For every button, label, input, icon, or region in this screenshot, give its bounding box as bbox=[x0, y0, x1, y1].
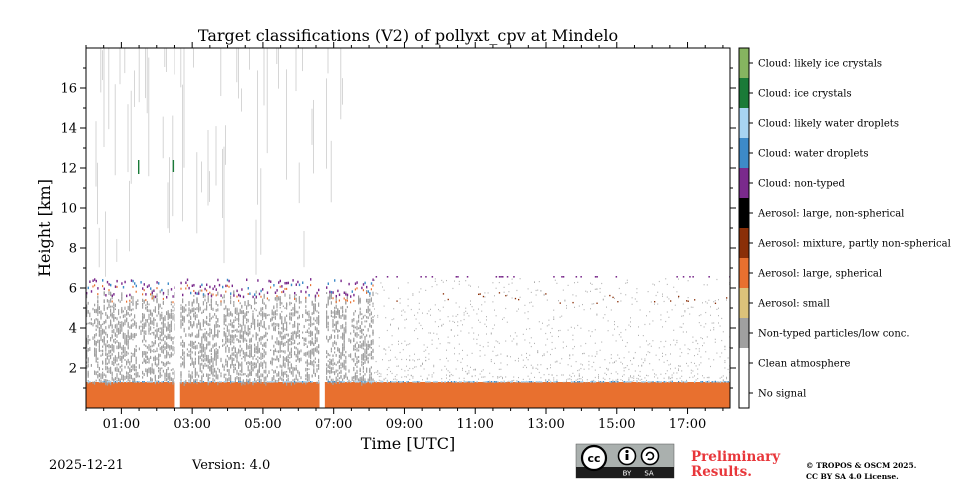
colorbar-label: Aerosol: mixture, partly non-spherical bbox=[757, 239, 951, 250]
y-axis: 2 4 6 8 10 12 14 16 bbox=[60, 67, 736, 389]
y-tick-label: 6 bbox=[69, 282, 77, 297]
colorbar-segment bbox=[739, 168, 749, 198]
svg-text:SA: SA bbox=[644, 470, 654, 478]
colorbar-label: Cloud: water droplets bbox=[758, 149, 869, 160]
colorbar-segment bbox=[739, 378, 749, 408]
x-tick-label: 07:00 bbox=[315, 417, 352, 432]
colorbar-label: Non-typed particles/low conc. bbox=[758, 329, 910, 340]
colorbar-segment bbox=[739, 258, 749, 288]
x-tick-label: 11:00 bbox=[456, 417, 493, 432]
x-tick-label: 13:00 bbox=[527, 417, 564, 432]
chart-title: Target classifications (V2) of pollyxt_c… bbox=[198, 26, 618, 45]
colorbar-label: Clean atmosphere bbox=[758, 359, 851, 370]
y-tick-label: 12 bbox=[60, 162, 77, 177]
colorbar-label: Cloud: non-typed bbox=[758, 179, 846, 190]
colorbar-label: Cloud: ice crystals bbox=[758, 89, 852, 100]
svg-text:BY: BY bbox=[623, 470, 632, 478]
version-label: Version: 4.0 bbox=[192, 458, 271, 473]
date-label: 2025-12-21 bbox=[49, 458, 124, 473]
y-tick-label: 4 bbox=[69, 322, 77, 337]
preliminary-line-2: Results. bbox=[691, 464, 752, 480]
y-tick-label: 14 bbox=[60, 122, 77, 137]
colorbar-segment bbox=[739, 198, 749, 228]
colorbar-label: Aerosol: large, non-spherical bbox=[757, 209, 904, 220]
share-alike-icon bbox=[640, 446, 660, 466]
x-tick-label: 03:00 bbox=[173, 417, 210, 432]
colorbar-segment bbox=[739, 78, 749, 108]
colorbar-segment bbox=[739, 108, 749, 138]
colorbar-label: No signal bbox=[758, 389, 806, 400]
y-tick-label: 10 bbox=[60, 202, 77, 217]
colorbar-segment bbox=[739, 138, 749, 168]
y-tick-label: 8 bbox=[69, 242, 77, 257]
colorbar-label: Cloud: likely ice crystals bbox=[758, 59, 882, 70]
cc-icon bbox=[580, 444, 608, 472]
x-tick-label: 05:00 bbox=[244, 417, 281, 432]
copyright-line-2: CC BY SA 4.0 License. bbox=[806, 472, 899, 481]
colorbar-label: Aerosol: large, spherical bbox=[757, 269, 882, 280]
boundary-layer-region bbox=[86, 382, 730, 408]
x-axis-label: Time [UTC] bbox=[361, 434, 455, 453]
svg-text:cc: cc bbox=[587, 452, 600, 465]
ice-crystal-mark bbox=[172, 160, 175, 172]
copyright-notice: © TROPOS & OSCM 2025. CC BY SA 4.0 Licen… bbox=[806, 460, 916, 482]
ice-crystal-mark bbox=[138, 160, 140, 174]
x-tick-label: 01:00 bbox=[103, 417, 140, 432]
no-data-gap bbox=[319, 48, 325, 408]
colorbar-label: Aerosol: small bbox=[757, 299, 830, 310]
particle-columns bbox=[86, 48, 730, 386]
no-data-gap bbox=[174, 48, 180, 408]
x-tick-label: 17:00 bbox=[669, 417, 706, 432]
x-axis: 01:00 03:00 05:00 07:00 09:00 11:00 13:00 15:00… bbox=[85, 42, 724, 432]
y-axis-label: Height [km] bbox=[35, 179, 54, 277]
x-tick-label: 09:00 bbox=[386, 417, 423, 432]
colorbar-segment bbox=[739, 318, 749, 348]
copyright-line-1: © TROPOS & OSCM 2025. bbox=[806, 461, 917, 470]
colorbar-segment bbox=[739, 288, 749, 318]
colorbar-label: Cloud: likely water droplets bbox=[758, 119, 899, 130]
preliminary-line-1: Preliminary bbox=[691, 449, 781, 465]
classification-data bbox=[86, 48, 730, 408]
class-colorbar: No signal Clean atmosphere Non-typed parti… bbox=[738, 47, 951, 409]
preliminary-notice: Preliminary Results. bbox=[691, 450, 780, 480]
colorbar-segment bbox=[739, 348, 749, 378]
colorbar-segment bbox=[739, 48, 749, 78]
cc-license-badge: cc BY SA bbox=[575, 443, 675, 479]
y-tick-label: 2 bbox=[69, 362, 77, 377]
x-tick-label: 15:00 bbox=[598, 417, 635, 432]
colorbar-segment bbox=[739, 228, 749, 258]
y-tick-label: 16 bbox=[60, 82, 77, 97]
